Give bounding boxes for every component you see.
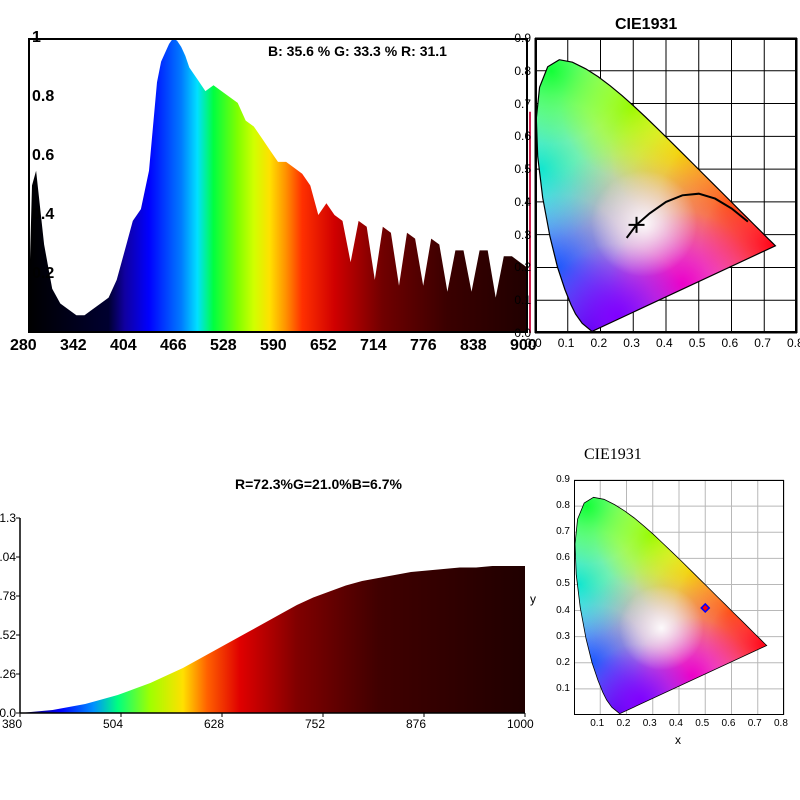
ytick-label: 0.7 xyxy=(501,97,531,111)
ytick-label: 0.2 xyxy=(32,265,54,283)
xtick-label: 0.5 xyxy=(689,336,706,350)
cie-title-bottom: CIE1931 xyxy=(584,446,642,464)
rgb-readout-bottom: R=72.3%G=21.0%B=6.7% xyxy=(235,476,402,492)
xtick-label: 0.1 xyxy=(590,718,604,729)
ytick-label: 0.6 xyxy=(540,552,570,563)
ytick-label: 0.78 xyxy=(0,589,16,603)
ytick-label: 0.9 xyxy=(501,31,531,45)
xtick-label: 776 xyxy=(410,337,437,355)
ytick-label: 0.7 xyxy=(540,526,570,537)
xtick-label: 466 xyxy=(160,337,187,355)
xtick-label: 838 xyxy=(460,337,487,355)
ytick-label: 0.8 xyxy=(501,64,531,78)
rgb-readout-top: B: 35.6 % G: 33.3 % R: 31.1 xyxy=(268,43,447,59)
xtick-label: 504 xyxy=(103,717,123,731)
xtick-label: 342 xyxy=(60,337,87,355)
cie-title-top: CIE1931 xyxy=(615,16,677,34)
xtick-label: 380 xyxy=(2,717,22,731)
xtick-label: 0.7 xyxy=(754,336,771,350)
ytick-label: 0.2 xyxy=(501,260,531,274)
xtick-label: 0.4 xyxy=(669,718,683,729)
xtick-label: 404 xyxy=(110,337,137,355)
ytick-label: 0.4 xyxy=(540,605,570,616)
xtick-label: 1000 xyxy=(507,717,534,731)
ytick-label: 0.4 xyxy=(501,195,531,209)
ytick-label: 0.0 xyxy=(501,326,531,340)
xtick-label: 0.1 xyxy=(558,336,575,350)
ytick-label: 0.5 xyxy=(501,162,531,176)
ytick-label: 0.1 xyxy=(540,683,570,694)
xtick-label: 528 xyxy=(210,337,237,355)
xtick-label: 652 xyxy=(310,337,337,355)
ytick-label: 0.2 xyxy=(540,657,570,668)
ytick-label: 0.52 xyxy=(0,628,16,642)
ytick-label: 1 xyxy=(32,29,41,47)
xtick-label: 280 xyxy=(10,337,37,355)
ytick-label: 0.26 xyxy=(0,667,16,681)
ytick-label: 0.6 xyxy=(501,129,531,143)
ytick-label: 0.4 xyxy=(32,206,54,224)
cie-ylabel: y xyxy=(530,592,536,606)
cie-xlabel: x xyxy=(675,733,681,747)
ytick-label: 1.04 xyxy=(0,550,16,564)
ytick-label: 0.9 xyxy=(540,474,570,485)
xtick-label: 0.8 xyxy=(774,718,788,729)
ytick-label: 0.8 xyxy=(32,88,54,106)
xtick-label: 0.6 xyxy=(722,336,739,350)
xtick-label: 590 xyxy=(260,337,287,355)
xtick-label: 752 xyxy=(305,717,325,731)
ytick-label: 0.6 xyxy=(32,147,54,165)
ytick-label: 0.8 xyxy=(540,500,570,511)
xtick-label: 0.7 xyxy=(748,718,762,729)
xtick-label: 876 xyxy=(406,717,426,731)
ytick-label: 0.3 xyxy=(501,228,531,242)
xtick-label: 0.2 xyxy=(617,718,631,729)
xtick-label: 0.3 xyxy=(643,718,657,729)
ytick-label: 1.3 xyxy=(0,511,16,525)
ytick-label: 0.5 xyxy=(540,578,570,589)
xtick-label: 0.8 xyxy=(787,336,800,350)
xtick-label: 0.4 xyxy=(656,336,673,350)
xtick-label: 0.5 xyxy=(695,718,709,729)
xtick-label: 628 xyxy=(204,717,224,731)
ytick-label: 0.1 xyxy=(501,293,531,307)
xtick-label: 714 xyxy=(360,337,387,355)
xtick-label: 0.2 xyxy=(591,336,608,350)
ytick-label: 0.3 xyxy=(540,631,570,642)
xtick-label: 0.6 xyxy=(722,718,736,729)
xtick-label: 0.3 xyxy=(623,336,640,350)
